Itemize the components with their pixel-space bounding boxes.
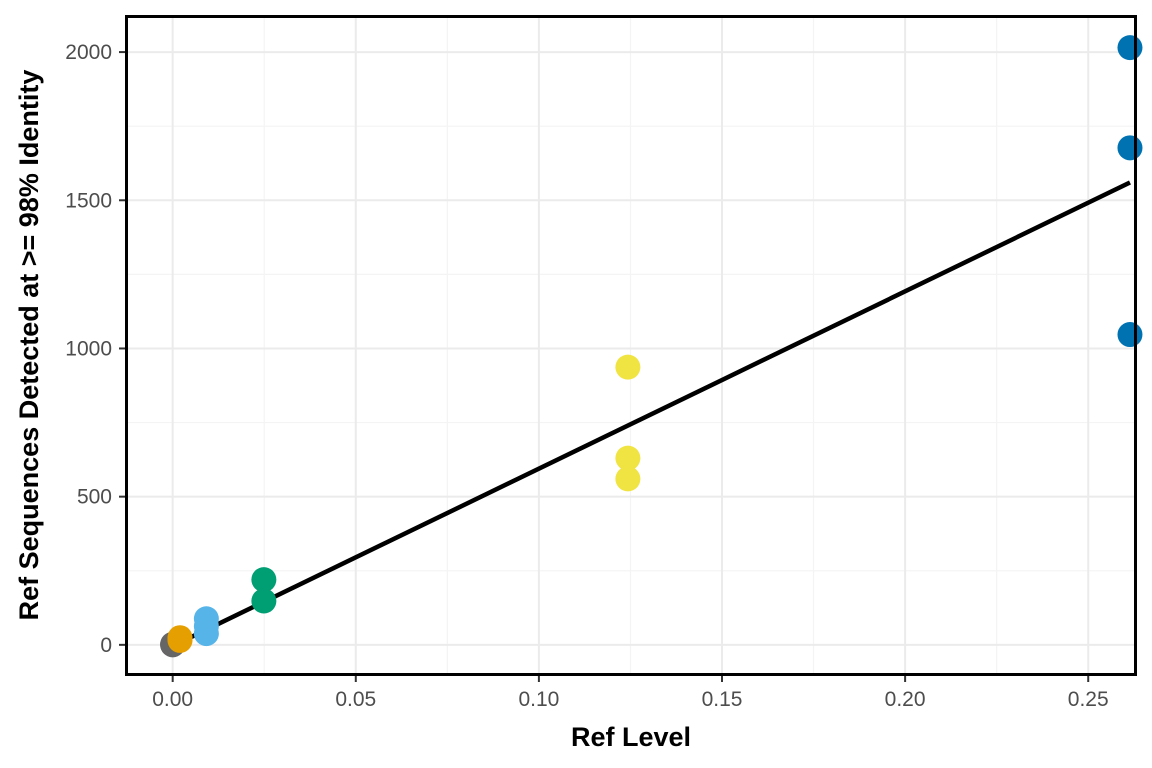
x-tick-label: 0.20 [885, 688, 926, 711]
x-tick-label: 0.00 [152, 688, 193, 711]
data-point [615, 466, 641, 492]
y-tick-label: 1000 [65, 337, 112, 360]
x-tick-label: 0.25 [1068, 688, 1109, 711]
x-tick-label: 0.10 [518, 688, 559, 711]
data-point [193, 606, 219, 632]
y-tick-label: 500 [77, 486, 112, 509]
data-point [1117, 135, 1143, 161]
tick-layer: 0.00 0.05 0.10 0.15 0.20 0.25 0 500 1000 1500 2000 [65, 41, 1108, 711]
y-tick-label: 1500 [65, 189, 112, 212]
data-point [615, 445, 641, 471]
grid-layer [128, 18, 1134, 673]
data-point [615, 354, 641, 380]
y-tick-label: 0 [100, 634, 112, 657]
data-points-layer [160, 35, 1143, 658]
fit-line-layer [171, 180, 1131, 649]
x-tick-label: 0.15 [702, 688, 743, 711]
data-point [1117, 35, 1143, 61]
x-tick-label: 0.05 [335, 688, 376, 711]
y-axis-title: Ref Sequences Detected at >= 98% Identit… [14, 70, 44, 621]
data-point [167, 625, 193, 651]
data-point [251, 588, 277, 614]
y-tick-label: 2000 [65, 41, 112, 64]
data-point [251, 567, 277, 593]
x-axis-title: Ref Level [571, 722, 691, 752]
data-point [1117, 322, 1143, 348]
regression-line [171, 180, 1131, 649]
plot-panel-border [125, 15, 1137, 676]
